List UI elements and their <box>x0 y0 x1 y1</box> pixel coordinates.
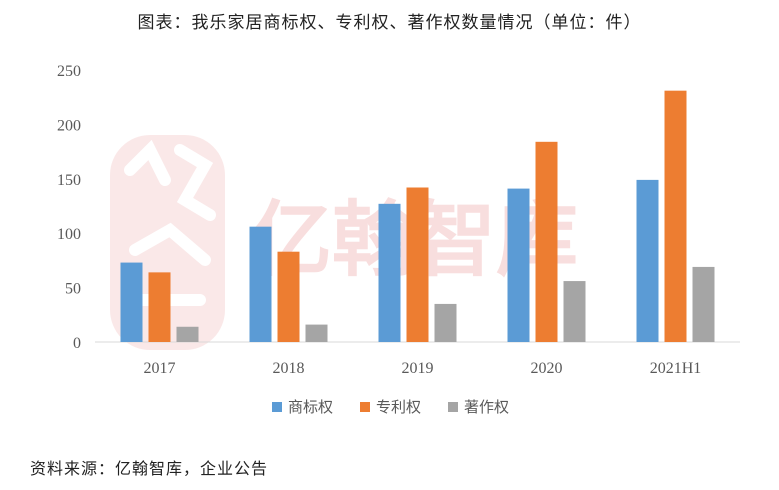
legend-label: 著作权 <box>464 398 509 416</box>
y-tick-label: 0 <box>73 335 81 352</box>
bar-专利权-2017 <box>148 272 171 342</box>
bar-商标权-2021H1 <box>636 179 659 342</box>
bar-商标权-2019 <box>378 203 401 342</box>
legend-swatch <box>448 402 458 412</box>
bar-著作权-2017 <box>176 326 199 342</box>
y-tick-label: 50 <box>65 281 81 298</box>
bar-商标权-2018 <box>249 226 272 342</box>
y-tick-label: 200 <box>57 117 81 134</box>
bar-专利权-2020 <box>535 141 558 342</box>
legend-swatch <box>360 402 370 412</box>
legend-label: 专利权 <box>376 398 421 416</box>
x-tick-label: 2020 <box>531 360 563 377</box>
y-tick-label: 100 <box>57 226 81 243</box>
legend-swatch <box>272 402 282 412</box>
legend-label: 商标权 <box>288 398 333 416</box>
bar-商标权-2020 <box>507 188 530 342</box>
bar-著作权-2019 <box>434 303 457 342</box>
bar-专利权-2021H1 <box>664 90 687 342</box>
y-tick-label: 150 <box>57 172 81 189</box>
source-note: 资料来源：亿翰智库，企业公告 <box>30 459 269 478</box>
y-tick-label: 250 <box>57 63 81 80</box>
chart-title: 图表：我乐家居商标权、专利权、著作权数量情况（单位：件） <box>137 13 642 33</box>
x-tick-label: 2017 <box>144 360 176 377</box>
bar-商标权-2017 <box>120 262 143 342</box>
x-tick-label: 2021H1 <box>650 360 702 377</box>
bar-著作权-2021H1 <box>692 266 715 342</box>
x-tick-label: 2018 <box>273 360 305 377</box>
bar-专利权-2018 <box>277 251 300 342</box>
bar-专利权-2019 <box>406 187 429 342</box>
x-tick-label: 2019 <box>402 360 434 377</box>
bar-著作权-2018 <box>305 324 328 342</box>
bar-著作权-2020 <box>563 281 586 342</box>
